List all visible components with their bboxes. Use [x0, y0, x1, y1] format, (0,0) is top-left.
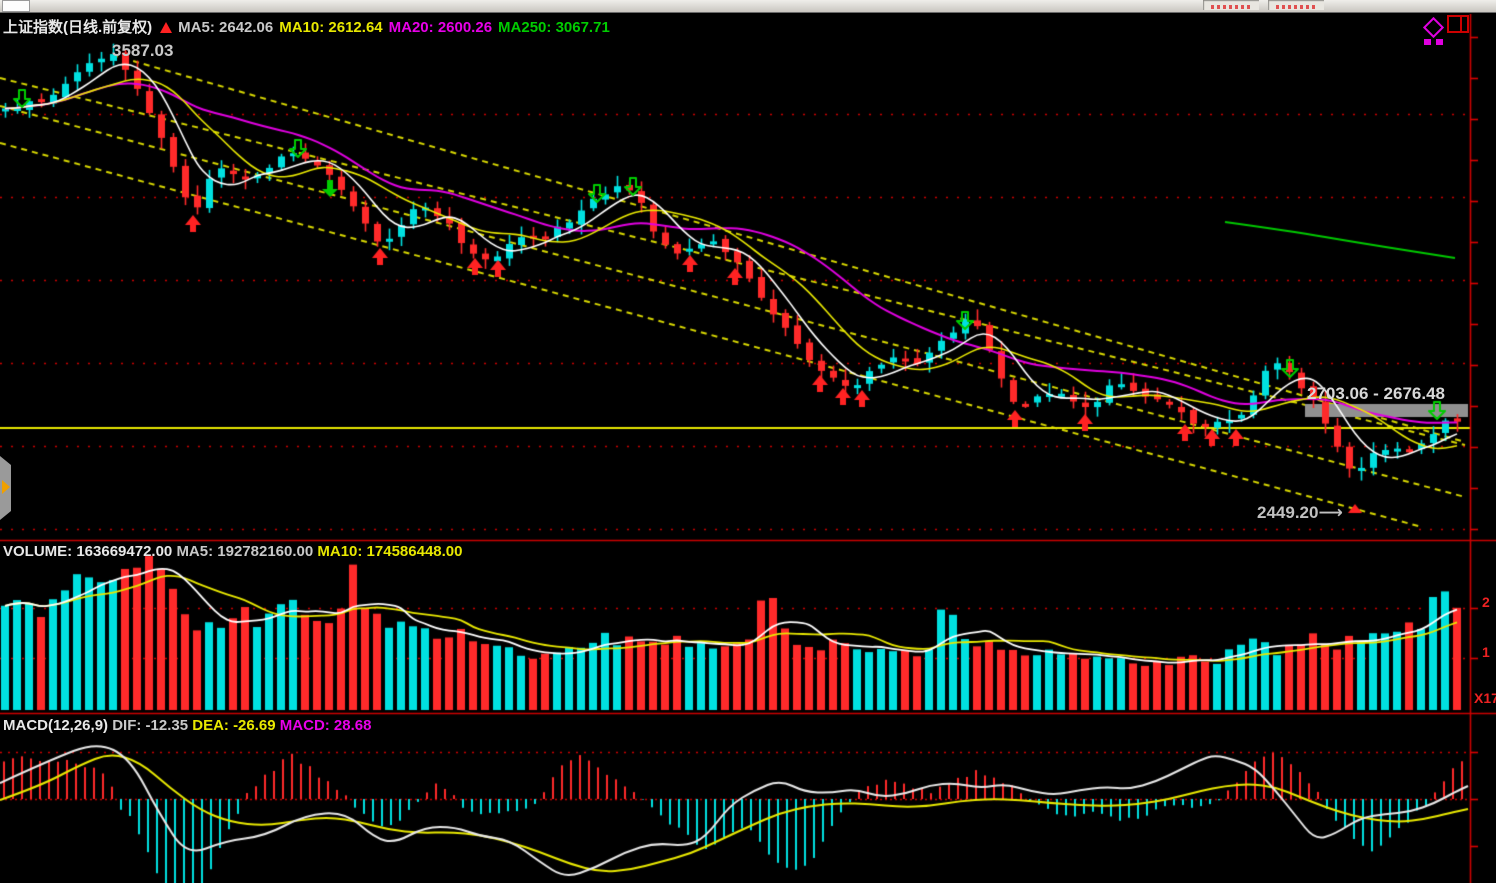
expand-arrow-icon: [2, 480, 10, 494]
dif-value: DIF: -12.35: [112, 717, 189, 734]
symbol-title: 上证指数(日线.前复权): [3, 19, 153, 36]
volume-scale-label: X17: [1474, 690, 1496, 706]
quote-red-text: [1276, 5, 1316, 9]
ma20-value: MA20: 2600.26: [388, 19, 493, 36]
volume-value: VOLUME: 163669472.00: [3, 543, 173, 560]
sidebar-expand-tab[interactable]: [0, 456, 11, 520]
menu-icon[interactable]: [2, 0, 30, 12]
menu-bar[interactable]: [0, 0, 1496, 13]
macd-header: MACD(12,26,9) DIF: -12.35 DEA: -26.69 MA…: [3, 717, 371, 734]
magenta-dot-icon: [1424, 39, 1431, 45]
low-price-value: 2449.20: [1257, 503, 1319, 522]
quote-box-change: [1268, 0, 1324, 10]
up-arrow-icon: [160, 22, 173, 33]
quote-box-index: [1203, 0, 1259, 10]
split-window-icon[interactable]: [1447, 15, 1469, 33]
peak-price-label: 3587.03: [112, 41, 174, 60]
volume-ma10-value: MA10: 174586448.00: [317, 543, 463, 560]
ma5-value: MA5: 2642.06: [178, 19, 274, 36]
volume-axis-label-1: 1: [1482, 644, 1490, 660]
ma250-value: MA250: 3067.71: [498, 19, 610, 36]
volume-ma5-value: MA5: 192782160.00: [176, 543, 314, 560]
quote-red-text: [1211, 5, 1251, 9]
price-range-label: 2703.06 - 2676.48: [1307, 384, 1446, 403]
volume-axis-label-2: 2: [1482, 594, 1490, 610]
dea-value: DEA: -26.69: [192, 717, 276, 734]
low-price-label: 2449.20⟶: [1257, 503, 1343, 523]
magenta-dot-icon: [1436, 39, 1443, 45]
macd-value: MACD: 28.68: [279, 717, 372, 734]
right-arrow-icon: ⟶: [1318, 503, 1342, 522]
macd-params: MACD(12,26,9): [3, 717, 109, 734]
ma10-value: MA10: 2612.64: [279, 19, 383, 36]
volume-header: VOLUME: 163669472.00 MA5: 192782160.00 M…: [3, 543, 462, 560]
main-chart-header: 上证指数(日线.前复权) MA5: 2642.06 MA10: 2612.64 MA2…: [3, 16, 616, 37]
